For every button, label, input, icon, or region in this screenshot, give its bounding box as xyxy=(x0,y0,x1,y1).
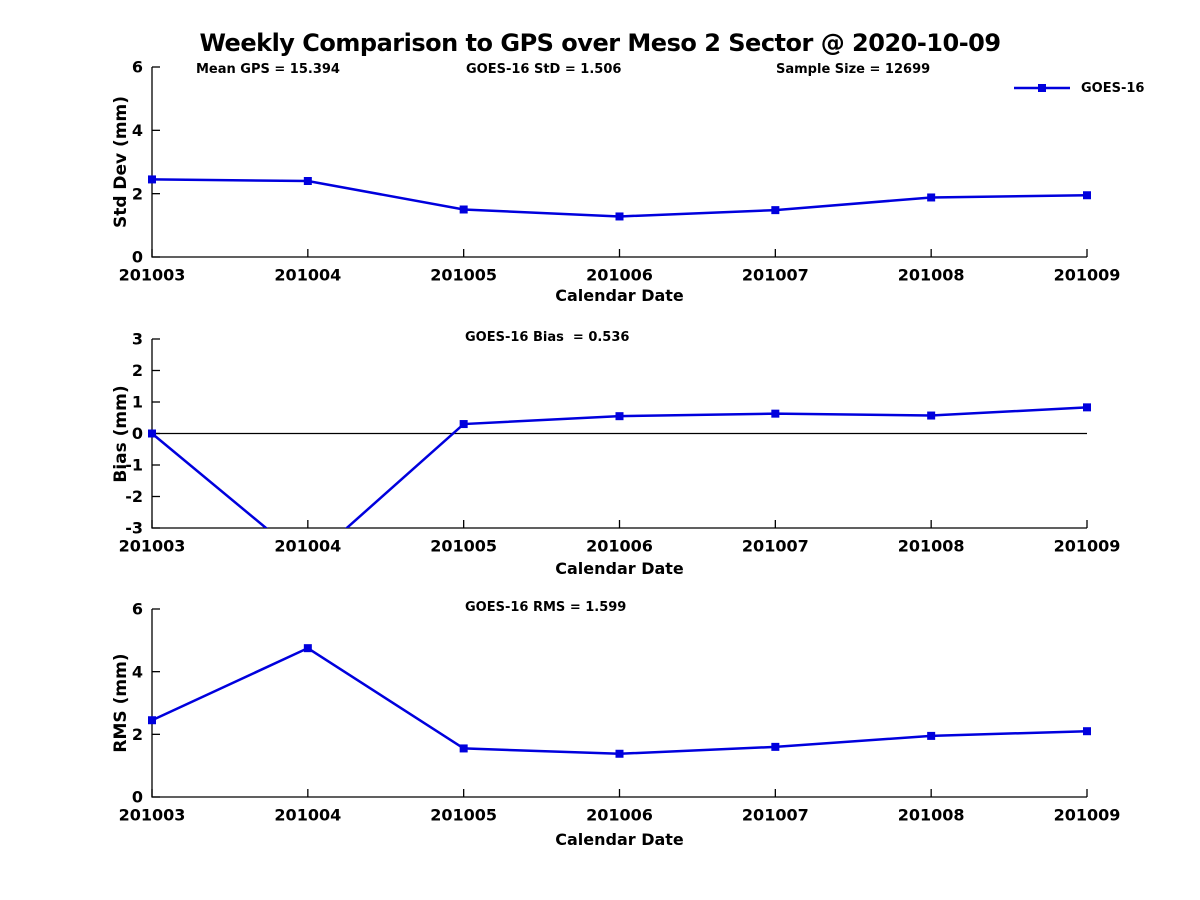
x-tick-label: 201007 xyxy=(742,537,809,556)
x-tick-label: 201006 xyxy=(586,537,653,556)
y-tick-label: 0 xyxy=(132,248,143,267)
data-point-marker xyxy=(459,420,468,429)
y-tick-label: -2 xyxy=(125,487,143,506)
data-point-marker xyxy=(771,206,780,215)
x-tick-label: 201009 xyxy=(1054,806,1121,825)
x-tick-label: 201006 xyxy=(586,806,653,825)
y-tick-label: 2 xyxy=(132,184,143,203)
x-tick-label: 201004 xyxy=(274,266,341,285)
data-point-marker xyxy=(148,716,156,725)
subplot-1: 201003 201004 201005 201006 201007 201008 2010… xyxy=(119,330,1121,556)
x-tick-label: 201003 xyxy=(119,806,186,825)
data-point-marker xyxy=(927,731,936,740)
y-tick-label: 2 xyxy=(132,725,143,744)
x-tick-label: 201007 xyxy=(742,806,809,825)
data-point-marker xyxy=(1083,727,1091,736)
x-tick-label: 201008 xyxy=(898,537,965,556)
y-tick-label: 6 xyxy=(132,58,143,77)
data-point-marker xyxy=(303,177,312,185)
annotation-goes16-bias: GOES-16 Bias = 0.536 xyxy=(465,330,630,345)
legend: GOES-16 xyxy=(1012,80,1144,96)
data-point-marker xyxy=(148,175,156,184)
x-tick-label: 201003 xyxy=(119,537,186,556)
data-point-marker xyxy=(615,749,624,758)
y-tick-label: -3 xyxy=(125,519,143,538)
data-point-marker xyxy=(927,411,936,420)
annotation-sample-size: Sample Size = 12699 xyxy=(776,62,931,77)
x-tick-label: 201005 xyxy=(430,806,497,825)
data-point-marker xyxy=(927,193,936,202)
x-tick-label: 201008 xyxy=(898,266,965,285)
axis-lines xyxy=(151,67,1087,258)
axis-lines xyxy=(151,609,1087,798)
y-tick-label: 3 xyxy=(132,330,143,349)
y-tick-label: 0 xyxy=(132,424,143,443)
annotation-mean-gps: Mean GPS = 15.394 xyxy=(196,62,340,77)
subplot-2: 201003 201004 201005 201006 201007 201008 2010… xyxy=(119,600,1121,825)
data-point-marker xyxy=(1083,403,1091,412)
x-tick-label: 201003 xyxy=(119,266,186,285)
data-point-marker xyxy=(615,212,624,221)
legend-marker xyxy=(1038,84,1046,92)
x-axis-label-bias: Calendar Date xyxy=(555,559,684,578)
legend-line-marker-icon xyxy=(1014,84,1070,92)
data-point-marker xyxy=(459,744,468,753)
y-tick-label: 0 xyxy=(132,788,143,807)
series-line xyxy=(151,646,1088,756)
data-point-marker xyxy=(148,429,156,438)
x-tick-label: 201009 xyxy=(1054,266,1121,285)
data-point-marker xyxy=(459,205,468,214)
data-point-marker xyxy=(303,644,312,653)
data-point-marker xyxy=(771,742,780,751)
legend-label: GOES-16 xyxy=(1081,80,1145,96)
y-tick-label: 1 xyxy=(132,393,143,412)
y-tick-label: 6 xyxy=(132,600,143,619)
x-tick-label: 201004 xyxy=(274,806,341,825)
chart-title: Weekly Comparison to GPS over Meso 2 Sec… xyxy=(199,29,1001,57)
x-tick-label: 201008 xyxy=(898,806,965,825)
annotation-goes16-std: GOES-16 StD = 1.506 xyxy=(466,62,622,77)
x-tick-label: 201004 xyxy=(274,537,341,556)
x-axis-label-rms: Calendar Date xyxy=(555,830,684,849)
data-point-marker xyxy=(615,412,624,421)
annotation-goes16-rms: GOES-16 RMS = 1.599 xyxy=(465,600,627,615)
series-line xyxy=(151,178,1088,218)
subplot-0: 201003 201004 201005 201006 201007 201008 2010… xyxy=(119,58,1121,285)
x-tick-label: 201009 xyxy=(1054,537,1121,556)
y-tick-label: -1 xyxy=(125,456,143,475)
x-tick-label: 201005 xyxy=(430,537,497,556)
x-axis-label-stddev: Calendar Date xyxy=(555,286,684,305)
data-point-marker xyxy=(771,409,780,418)
y-tick-label: 4 xyxy=(132,662,143,681)
y-tick-label: 4 xyxy=(132,121,143,140)
x-tick-label: 201006 xyxy=(586,266,653,285)
x-tick-label: 201005 xyxy=(430,266,497,285)
x-tick-label: 201007 xyxy=(742,266,809,285)
y-tick-label: 2 xyxy=(132,361,143,380)
data-point-marker xyxy=(1083,191,1091,200)
